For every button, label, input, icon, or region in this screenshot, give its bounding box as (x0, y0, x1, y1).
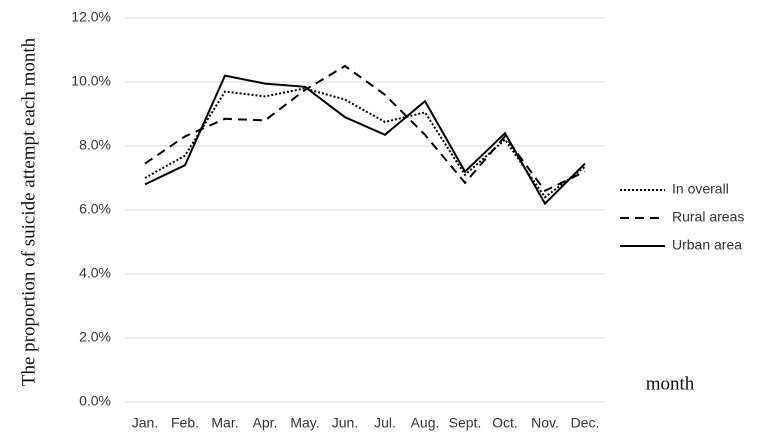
y-tick-label: 2.0% (79, 329, 111, 345)
x-tick-label: Apr. (253, 415, 278, 431)
x-axis-label: month (646, 373, 695, 394)
series-line (144, 64, 586, 193)
series-line (144, 87, 586, 199)
x-tick-label: Feb. (171, 415, 199, 431)
x-tick-label: Mar. (211, 415, 238, 431)
x-tick-label: Oct. (492, 415, 518, 431)
y-tick-label: 8.0% (79, 137, 111, 153)
x-tick-label: Dec. (571, 415, 600, 431)
x-tick-label: Jul. (374, 415, 396, 431)
x-tick-label: Jun. (332, 415, 358, 431)
x-tick-label: Nov. (531, 415, 559, 431)
y-tick-label: 10.0% (71, 73, 111, 89)
x-tick-label: May. (290, 415, 319, 431)
y-tick-label: 0.0% (79, 393, 111, 409)
x-tick-label: Sept. (449, 415, 482, 431)
x-tick-label: Aug. (411, 415, 440, 431)
legend-label: In overall (672, 181, 729, 197)
y-axis-label: The proportion of suicide attempt each m… (18, 37, 39, 386)
legend-label: Rural areas (672, 209, 744, 225)
y-tick-label: 6.0% (79, 201, 111, 217)
y-tick-label: 4.0% (79, 265, 111, 281)
legend-label: Urban area (672, 237, 742, 253)
y-tick-label: 12.0% (71, 9, 111, 25)
series-line (144, 74, 586, 206)
x-tick-label: Jan. (132, 415, 158, 431)
